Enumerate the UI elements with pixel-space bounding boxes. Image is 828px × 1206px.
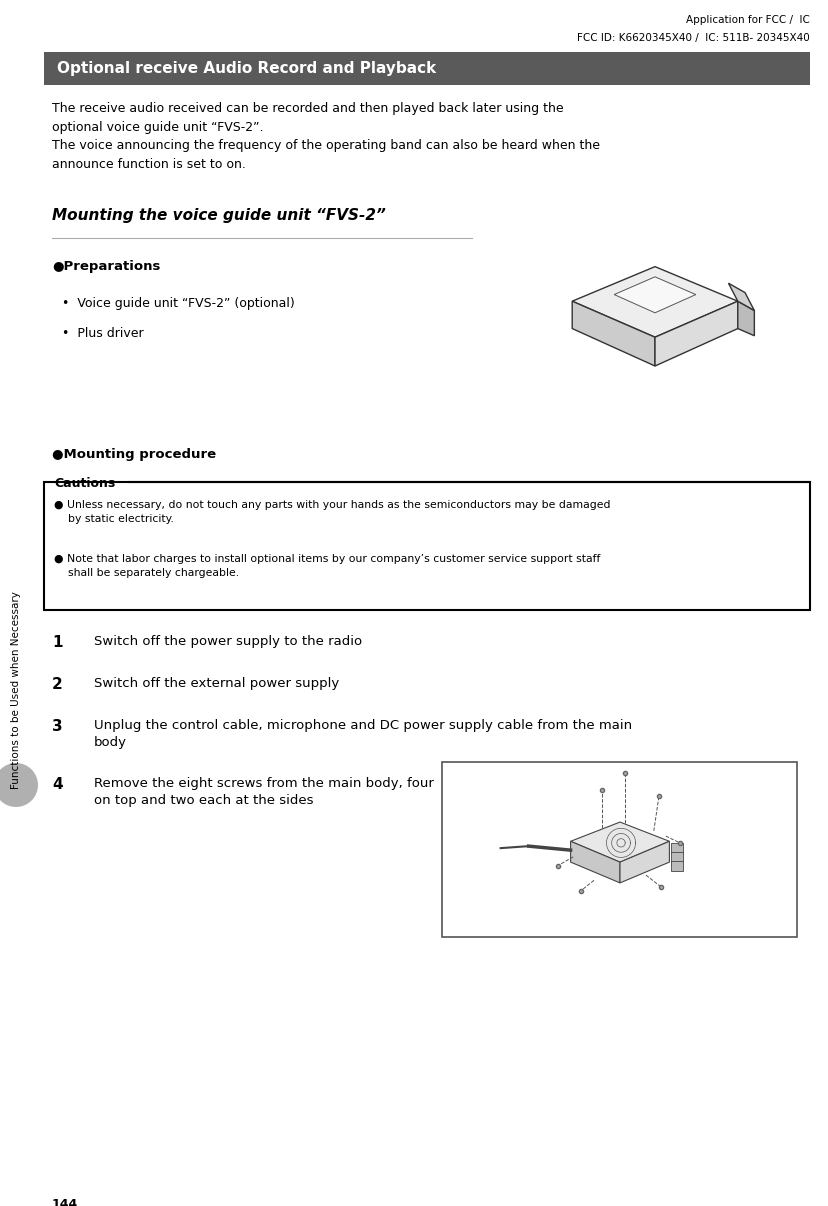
Text: Switch off the power supply to the radio: Switch off the power supply to the radio xyxy=(94,636,362,648)
Bar xyxy=(671,861,682,871)
Polygon shape xyxy=(619,842,668,883)
Bar xyxy=(671,853,682,862)
Text: ●Preparations: ●Preparations xyxy=(52,260,160,273)
Circle shape xyxy=(0,763,38,807)
Bar xyxy=(671,843,682,854)
Text: 4: 4 xyxy=(52,777,63,792)
Text: 144: 144 xyxy=(52,1198,78,1206)
Text: Mounting the voice guide unit “FVS-2”: Mounting the voice guide unit “FVS-2” xyxy=(52,207,385,223)
Text: Optional receive Audio Record and Playback: Optional receive Audio Record and Playba… xyxy=(57,62,436,76)
Text: ● Note that labor charges to install optional items by our company’s customer se: ● Note that labor charges to install opt… xyxy=(54,554,599,578)
Polygon shape xyxy=(654,302,737,365)
Text: ●Mounting procedure: ●Mounting procedure xyxy=(52,447,216,461)
Text: •  Voice guide unit “FVS-2” (optional): • Voice guide unit “FVS-2” (optional) xyxy=(62,297,295,310)
Text: FCC ID: K6620345X40 /  IC: 511B- 20345X40: FCC ID: K6620345X40 / IC: 511B- 20345X40 xyxy=(576,33,809,43)
Text: •  Plus driver: • Plus driver xyxy=(62,327,143,340)
Polygon shape xyxy=(728,283,753,311)
Bar xyxy=(441,762,796,937)
Polygon shape xyxy=(614,277,695,312)
Polygon shape xyxy=(570,842,619,883)
Polygon shape xyxy=(571,267,737,338)
Text: 1: 1 xyxy=(52,636,62,650)
Text: Cautions: Cautions xyxy=(54,478,115,490)
Bar xyxy=(44,52,809,84)
Text: Switch off the external power supply: Switch off the external power supply xyxy=(94,677,339,690)
Text: Unplug the control cable, microphone and DC power supply cable from the main
bod: Unplug the control cable, microphone and… xyxy=(94,719,632,749)
Polygon shape xyxy=(571,302,654,365)
Polygon shape xyxy=(570,822,668,862)
Bar xyxy=(44,482,809,610)
Text: Functions to be Used when Necessary: Functions to be Used when Necessary xyxy=(11,591,21,789)
Polygon shape xyxy=(737,302,753,335)
Text: Application for FCC /  IC: Application for FCC / IC xyxy=(686,14,809,25)
Text: 3: 3 xyxy=(52,719,63,734)
Text: The receive audio received can be recorded and then played back later using the
: The receive audio received can be record… xyxy=(52,103,599,170)
Text: ● Unless necessary, do not touch any parts with your hands as the semiconductors: ● Unless necessary, do not touch any par… xyxy=(54,500,609,523)
Text: 2: 2 xyxy=(52,677,63,692)
Text: Remove the eight screws from the main body, four
on top and two each at the side: Remove the eight screws from the main bo… xyxy=(94,777,433,808)
